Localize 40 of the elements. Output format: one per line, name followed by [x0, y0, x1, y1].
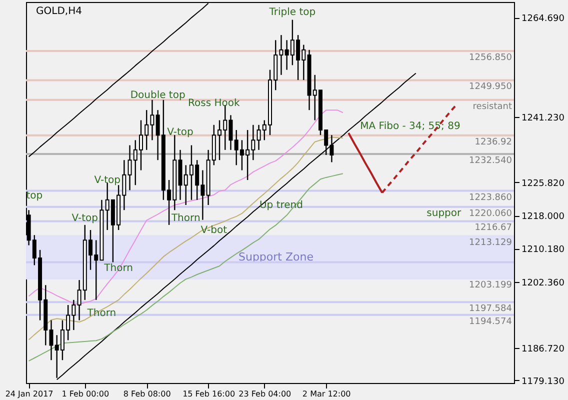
- y-tick-label: 1225.820: [522, 178, 565, 189]
- ref-line-label: 1232.540: [469, 156, 512, 166]
- ref-line-label: 1203.199: [469, 280, 512, 290]
- ref-line-label: 1213.129: [469, 238, 512, 248]
- y-tick-label: 1218.000: [522, 212, 565, 222]
- annotation: V-bot: [200, 225, 228, 236]
- ref-line-label: 1249.950: [469, 82, 512, 92]
- annotation: Thorn: [170, 213, 200, 224]
- annotation: V-top: [167, 127, 194, 138]
- x-tick-label: 1 Feb 00:00: [62, 390, 110, 398]
- annotation: V-top: [72, 213, 98, 224]
- y-tick-label: 1186.720: [522, 344, 565, 355]
- ref-line-label: 1216.67: [474, 223, 512, 234]
- annotation: Triple top: [268, 7, 316, 18]
- ref-line-label: 1223.860: [469, 192, 512, 203]
- annotation: MA Fibo - 34; 55; 89: [360, 121, 460, 132]
- ref-line-label: 1236.92: [474, 137, 512, 148]
- x-tick-label: 15 Feb 16:00: [182, 390, 236, 398]
- annotation: Thorn: [103, 263, 133, 274]
- x-tick-label: 24 Jan 2017: [5, 390, 54, 398]
- x-tick-label: 8 Feb 08:00: [123, 390, 171, 398]
- annotation: Ross Hook: [188, 98, 240, 109]
- annotation: V-top: [94, 175, 120, 186]
- y-tick-label: 1202.360: [522, 278, 565, 288]
- annotation: Double top: [130, 90, 186, 101]
- ref-line-label: 1256.850: [469, 52, 512, 63]
- y-tick-label: 1179.130: [522, 376, 565, 387]
- chart-title: GOLD,H4: [36, 6, 82, 17]
- y-tick-label: 1210.180: [522, 245, 565, 256]
- ref-line-label: resistant: [472, 102, 512, 112]
- y-tick-label: 1264.690: [522, 14, 565, 24]
- x-tick-label: 23 Feb 04:00: [238, 390, 292, 398]
- band-label: Support Zone: [238, 250, 314, 264]
- ref-line-label: 1220.060: [469, 208, 512, 219]
- annotation: suppor: [426, 208, 462, 220]
- x-tick-label: 2 Mar 12:00: [302, 390, 351, 398]
- line-series: [28, 173, 344, 362]
- ref-line-label: 1197.584: [469, 304, 512, 314]
- ref-line-label: 1194.574: [469, 316, 512, 327]
- y-tick-label: 1241.230: [522, 114, 565, 124]
